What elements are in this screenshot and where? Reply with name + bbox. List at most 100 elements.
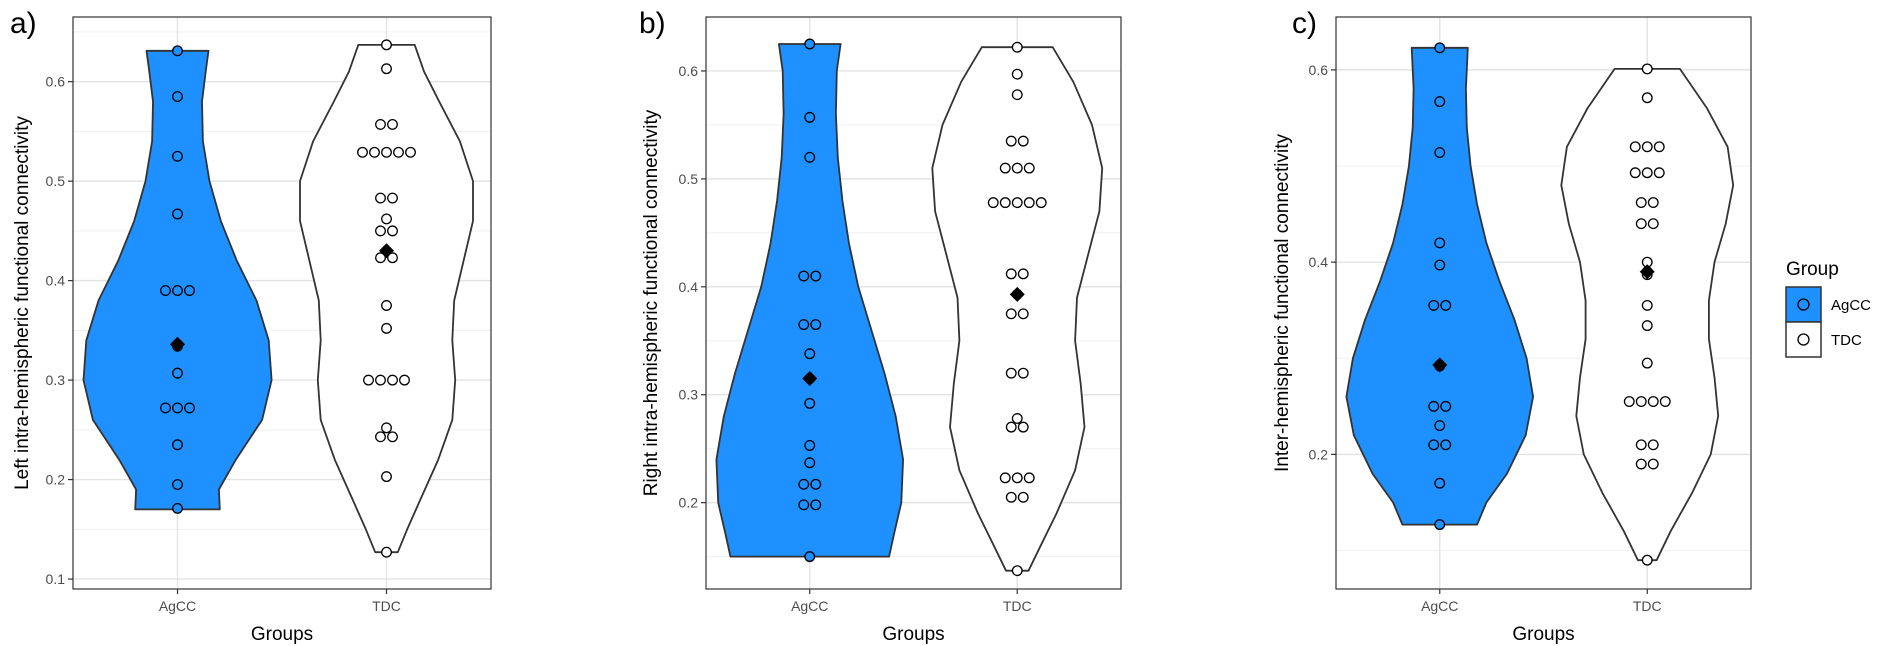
- y-tick-label: 0.6: [46, 74, 66, 90]
- data-point: [172, 150, 183, 162]
- data-point: [1647, 197, 1659, 208]
- y-axis-title: Left intra-hemispheric functional connec…: [12, 116, 33, 490]
- data-point: [1641, 357, 1653, 369]
- data-point: [1011, 41, 1023, 53]
- data-point: [1035, 197, 1047, 209]
- data-point: [381, 39, 392, 51]
- x-tick-label: AgCC: [1421, 598, 1458, 614]
- y-axis-title: Inter-hemispheric functional connectivit…: [1272, 134, 1293, 472]
- data-point: [999, 197, 1011, 209]
- data-point: [1635, 396, 1647, 407]
- y-tick-label: 0.5: [679, 171, 699, 187]
- violin-agcc: [1345, 46, 1534, 526]
- data-point: [184, 402, 195, 414]
- data-point: [810, 319, 822, 331]
- panel-border: [1335, 16, 1752, 590]
- x-axis-title: Groups: [251, 624, 313, 645]
- x-tick-label: TDC: [1003, 598, 1032, 614]
- data-point: [381, 471, 392, 483]
- y-tick-label: 0.2: [1309, 446, 1329, 462]
- mean-marker-agcc: [802, 371, 818, 387]
- legend-item-agcc: AgCC: [1785, 286, 1871, 323]
- violin-agcc: [82, 49, 273, 511]
- data-point: [1023, 162, 1035, 174]
- y-tick-label: 0.1: [46, 571, 66, 587]
- data-point: [798, 270, 810, 282]
- data-point: [375, 225, 386, 237]
- data-point: [387, 118, 398, 130]
- panel-border: [705, 16, 1122, 590]
- data-point: [1434, 147, 1446, 158]
- y-tick-label: 0.6: [1309, 62, 1329, 78]
- data-point: [1653, 167, 1665, 179]
- data-point: [172, 367, 183, 379]
- data-point: [184, 285, 195, 297]
- legend-key-point-agcc: [1797, 298, 1810, 311]
- legend: Group AgCC TDC: [1785, 259, 1871, 358]
- data-point: [1440, 299, 1452, 311]
- data-point: [810, 499, 822, 511]
- data-point: [387, 431, 398, 443]
- data-point: [381, 213, 392, 225]
- data-point: [387, 192, 398, 204]
- data-point: [1011, 68, 1023, 80]
- data-point: [1647, 458, 1659, 470]
- violin-tdc: [1560, 68, 1735, 562]
- data-point: [387, 225, 398, 237]
- data-point: [1434, 519, 1446, 531]
- data-point: [1428, 439, 1440, 451]
- x-axis-title: Groups: [1512, 624, 1574, 645]
- data-point: [1641, 92, 1653, 104]
- x-tick-label: AgCC: [159, 598, 196, 614]
- data-point: [381, 422, 392, 434]
- data-point: [1023, 197, 1035, 209]
- data-point: [804, 151, 816, 163]
- data-point: [405, 146, 416, 158]
- data-point: [1005, 268, 1017, 280]
- data-point: [810, 478, 822, 490]
- data-point: [1434, 259, 1446, 271]
- data-point: [375, 118, 386, 130]
- data-point: [172, 285, 183, 297]
- data-point: [375, 431, 386, 443]
- data-point: [387, 252, 398, 264]
- data-point: [375, 192, 386, 204]
- mean-marker-tdc: [379, 243, 394, 259]
- data-point: [393, 146, 404, 158]
- x-tick-label: AgCC: [791, 598, 828, 614]
- data-point: [1641, 299, 1653, 311]
- data-point: [1641, 167, 1653, 179]
- panel-label: a): [10, 7, 37, 40]
- panels: 0.1 0.2 0.3 0.4 0.5 0.6 AgCC TDC Groups Left intr…: [10, 7, 1752, 645]
- data-point: [1635, 458, 1647, 470]
- data-point: [1440, 400, 1452, 412]
- x-tick-label: TDC: [1633, 598, 1662, 614]
- y-tick-label: 0.5: [46, 173, 66, 189]
- data-point: [798, 319, 810, 331]
- data-point: [1017, 135, 1029, 147]
- data-point: [999, 472, 1011, 484]
- data-point: [172, 479, 183, 490]
- data-point: [1011, 413, 1023, 424]
- data-point: [375, 374, 386, 386]
- y-tick-label: 0.2: [679, 495, 699, 511]
- data-point: [381, 146, 392, 158]
- data-point: [1011, 565, 1023, 577]
- legend-key-point-tdc: [1797, 333, 1810, 346]
- y-tick-label: 0.3: [679, 387, 699, 403]
- mean-marker-tdc: [1009, 286, 1025, 302]
- data-point: [172, 91, 183, 103]
- data-point: [1641, 320, 1653, 332]
- data-point: [1434, 42, 1446, 54]
- data-point: [1641, 63, 1653, 75]
- data-point: [1647, 439, 1659, 451]
- data-point: [1434, 96, 1446, 108]
- data-point: [1440, 439, 1452, 451]
- data-point: [1428, 400, 1440, 412]
- data-point: [798, 478, 810, 490]
- data-point: [172, 439, 183, 451]
- legend-label-agcc: AgCC: [1831, 297, 1871, 314]
- data-point: [381, 546, 392, 558]
- data-point: [1647, 218, 1659, 230]
